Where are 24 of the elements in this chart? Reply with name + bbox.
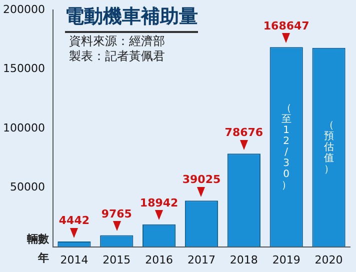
data-label: 78676 (224, 126, 264, 140)
y-tick-label: 50000 (10, 180, 45, 194)
x-tick-label: 2017 (187, 253, 216, 266)
annotation: （預估值） (324, 120, 334, 175)
annotation: 資料來源：經濟部 (68, 34, 165, 48)
x-tick-label: 2015 (102, 253, 131, 266)
annotation: （至12/30） (281, 103, 292, 192)
x-tick-label: 2019 (272, 253, 300, 266)
data-label: 4442 (58, 214, 90, 227)
data-label: 39025 (182, 172, 221, 186)
data-label: 18942 (140, 196, 178, 210)
y-tick-label: 100000 (2, 121, 45, 134)
y-tick-label: 150000 (2, 62, 45, 76)
y-axis-title: 輛數 (26, 232, 50, 246)
x-tick-label: 2014 (60, 253, 88, 266)
x-axis-title: 年 (36, 252, 49, 265)
x-tick-label: 2016 (145, 253, 174, 266)
y-tick-label: 200000 (2, 2, 45, 16)
x-tick-label: 2018 (230, 253, 258, 266)
data-label: 168647 (263, 19, 310, 32)
x-tick-label: 2020 (314, 253, 343, 266)
chart-title: 電動機車補助量 (64, 5, 198, 28)
annotation: 製表：記者黃佩君 (68, 49, 165, 64)
data-label: 9765 (101, 208, 132, 221)
